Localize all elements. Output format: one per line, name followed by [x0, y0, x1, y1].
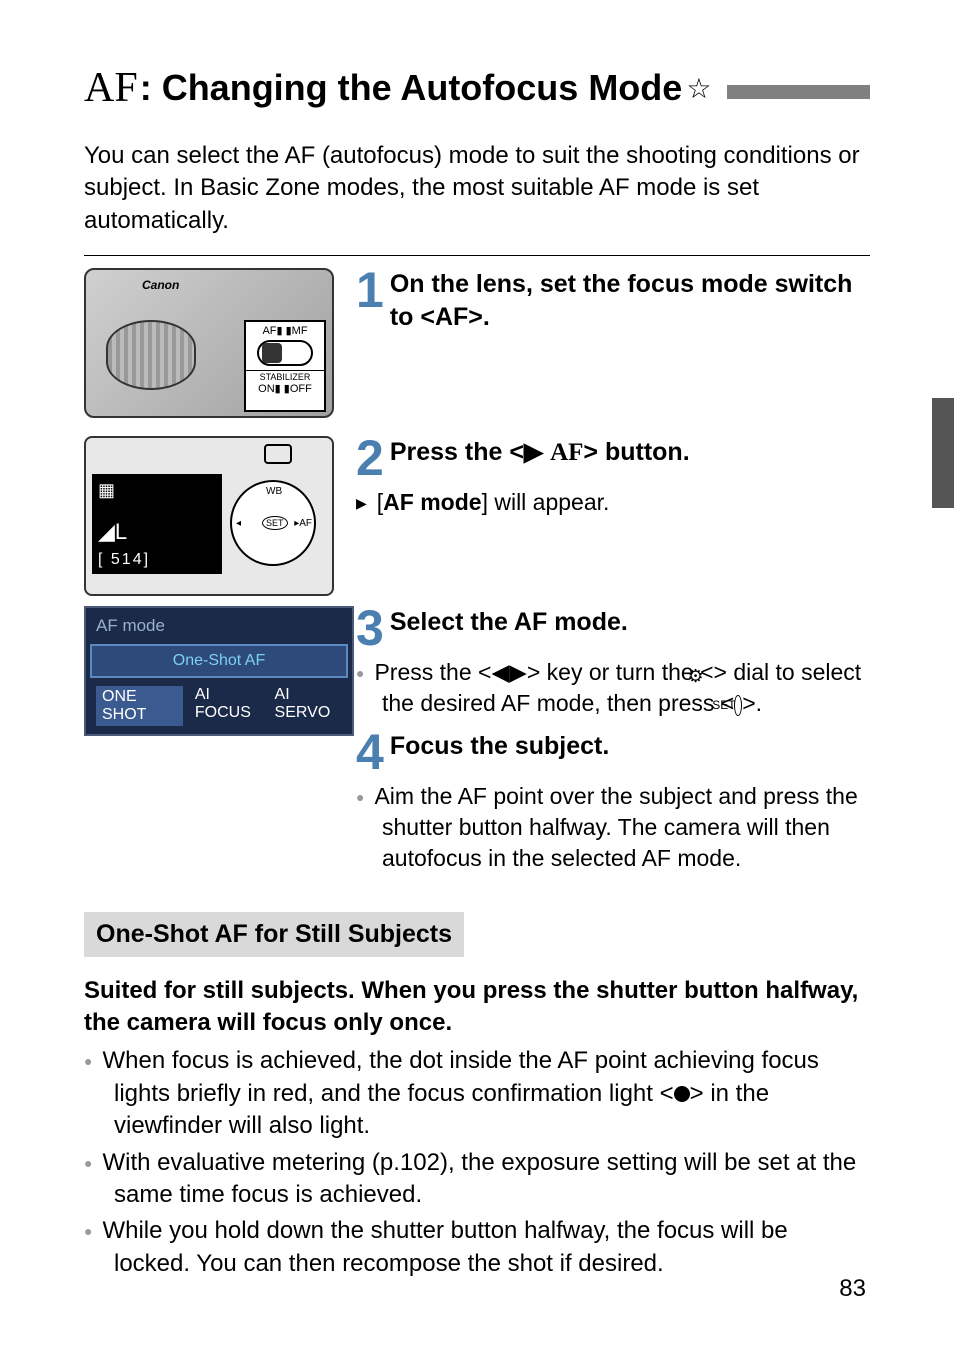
step-1-content: 1 On the lens, set the focus mode switch… [354, 268, 870, 426]
af-menu-selected: One-Shot AF [90, 644, 348, 678]
step-2-bullet: [AF mode] will appear. [356, 487, 870, 518]
lcd-shot-count: [ 514] [98, 551, 216, 569]
step-4-body: Aim the AF point over the subject and pr… [356, 775, 870, 874]
page-title-row: AF : Changing the Autofocus Mode ☆ [84, 64, 870, 112]
step-3-bullet: Press the <◀▶> key or turn the <⚙> dial … [356, 657, 870, 719]
lcd-quality-text: ◢L [98, 519, 216, 545]
camera-lcd: ▦ ◢L [ 514] [92, 474, 222, 574]
side-tab-marker [932, 398, 954, 508]
dpad-right-af: ▸AF [294, 518, 312, 529]
title-star-icon: ☆ [686, 72, 711, 105]
focus-confirmation-dot-icon [674, 1086, 690, 1102]
af-mf-label: AF▮ ▮MF [246, 325, 324, 337]
af-menu-options: ONE SHOT AI FOCUS AI SERVO [86, 678, 352, 734]
step-3-illustration: AF mode One-Shot AF ONE SHOT AI FOCUS AI… [84, 606, 354, 873]
lcd-quality-icon: ▦ [98, 480, 216, 501]
section-divider [84, 255, 870, 256]
step-1-number: 1 [356, 268, 384, 313]
section-bullet-3: While you hold down the shutter button h… [84, 1215, 870, 1280]
af-opt-aiservo: AI SERVO [275, 686, 342, 726]
camera-brand-label: Canon [142, 278, 179, 292]
page-title: : Changing the Autofocus Mode [140, 67, 683, 109]
step-3-title: Select the AF mode. [356, 606, 870, 639]
af-mf-switch-illustration [257, 340, 313, 366]
af-mf-switch-callout: AF▮ ▮MF STABILIZER ON▮ ▮OFF [244, 320, 326, 412]
step-2-number: 2 [356, 436, 384, 481]
section-bullet-2: With evaluative metering (p.102), the ex… [84, 1147, 870, 1212]
dpad-wb-label: WB [266, 486, 282, 497]
step-2-row: ▦ ◢L [ 514] WB ◂ ▸AF SET 2 Press the <▶ … [84, 436, 870, 596]
section-bullet-1: When focus is achieved, the dot inside t… [84, 1045, 870, 1142]
step-2-title: Press the <▶ AF> button. [356, 436, 870, 470]
title-af-glyph: AF [84, 64, 138, 112]
af-opt-aifocus: AI FOCUS [195, 686, 263, 726]
camera-front-illustration: Canon AF▮ ▮MF STABILIZER ON▮ ▮OFF [84, 268, 334, 418]
af-mode-menu: AF mode One-Shot AF ONE SHOT AI FOCUS AI… [84, 606, 354, 736]
section-bullet-list: When focus is achieved, the dot inside t… [84, 1045, 870, 1280]
one-shot-af-heading: One-Shot AF for Still Subjects [84, 912, 464, 957]
step-3-4-row: AF mode One-Shot AF ONE SHOT AI FOCUS AI… [84, 606, 870, 873]
stabilizer-on-off: ON▮ ▮OFF [246, 383, 324, 395]
step-2-body: [AF mode] will appear. [356, 481, 870, 518]
intro-paragraph: You can select the AF (autofocus) mode t… [84, 140, 870, 237]
step-2-illustration: ▦ ◢L [ 514] WB ◂ ▸AF SET [84, 436, 354, 596]
stabilizer-label: STABILIZER [246, 370, 324, 383]
step-3-number: 3 [356, 606, 384, 651]
step-2-content: 2 Press the <▶ AF> button. [AF mode] wil… [354, 436, 870, 596]
dpad-left-arrow: ◂ [236, 518, 241, 529]
af-menu-title: AF mode [86, 608, 352, 644]
step-4-bullet: Aim the AF point over the subject and pr… [356, 781, 870, 874]
camera-top-button [264, 444, 292, 464]
camera-back-illustration: ▦ ◢L [ 514] WB ◂ ▸AF SET [84, 436, 334, 596]
dpad-set-button: SET [262, 516, 288, 530]
step-3-4-content: 3 Select the AF mode. Press the <◀▶> key… [354, 606, 870, 873]
step-1-title: On the lens, set the focus mode switch t… [356, 268, 870, 333]
step-3-body: Press the <◀▶> key or turn the <⚙> dial … [356, 651, 870, 719]
step-1-illustration: Canon AF▮ ▮MF STABILIZER ON▮ ▮OFF [84, 268, 354, 426]
title-bar-decoration [727, 85, 870, 99]
step-4-number: 4 [356, 730, 384, 775]
dpad-illustration: WB ◂ ▸AF SET [230, 480, 316, 566]
camera-lens-illustration [106, 320, 196, 390]
step-1-row: Canon AF▮ ▮MF STABILIZER ON▮ ▮OFF 1 On t… [84, 268, 870, 426]
page-number: 83 [839, 1275, 866, 1303]
af-mf-knob [262, 343, 282, 363]
step-4-block: 4 Focus the subject. Aim the AF point ov… [356, 730, 870, 874]
step-4-title: Focus the subject. [356, 730, 870, 763]
af-opt-oneshot: ONE SHOT [96, 686, 183, 726]
section-lead: Suited for still subjects. When you pres… [84, 975, 870, 1040]
